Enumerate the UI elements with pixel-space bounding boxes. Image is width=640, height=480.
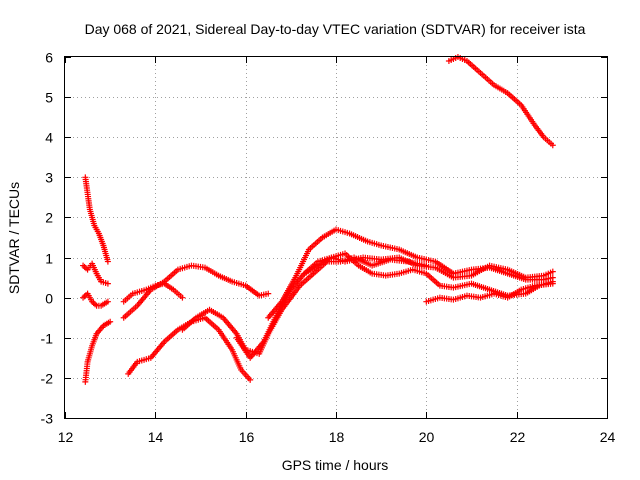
data-layer: [80, 54, 556, 385]
chart-title: Day 068 of 2021, Sidereal Day-to-day VTE…: [85, 21, 586, 37]
y-tick-label: 0: [45, 291, 53, 307]
data-point-marker: [247, 376, 254, 383]
data-point-marker: [549, 268, 556, 275]
data-point-marker: [104, 280, 111, 287]
y-tick-label: -2: [41, 371, 54, 387]
x-tick-label: 18: [329, 429, 345, 445]
y-tick-label: -3: [41, 411, 54, 427]
data-point-marker: [107, 318, 114, 325]
y-tick-label: 6: [45, 50, 53, 66]
plot-frame: [64, 56, 608, 419]
series-arc-9: [233, 254, 556, 361]
data-point-marker: [549, 142, 556, 149]
series-arc-1: [82, 174, 111, 265]
x-tick-label: 14: [148, 429, 164, 445]
data-point-marker: [104, 258, 111, 265]
data-point-marker: [179, 294, 186, 301]
y-tick-label: 2: [45, 210, 53, 226]
series-arc-6: [120, 262, 272, 321]
y-axis-label: SDTVAR / TECUs: [6, 182, 22, 294]
series-arc-4: [82, 318, 114, 385]
y-tick-label: -1: [41, 331, 54, 347]
data-point-marker: [549, 280, 556, 287]
data-point-marker: [265, 290, 272, 297]
y-tick-label: 4: [45, 130, 53, 146]
x-tick-label: 12: [58, 429, 74, 445]
data-point-marker: [104, 298, 111, 305]
y-tick-label: 1: [45, 251, 53, 267]
y-tick-label: 5: [45, 90, 53, 106]
x-tick-label: 24: [600, 429, 616, 445]
x-tick-label: 22: [510, 429, 526, 445]
grid-layer: [65, 57, 607, 418]
series-arc-3: [80, 290, 111, 309]
y-tick-label: 3: [45, 170, 53, 186]
series-arc-12: [423, 280, 556, 305]
series-arc-2: [80, 260, 111, 287]
series-arc-10: [265, 226, 556, 321]
x-tick-label: 20: [419, 429, 435, 445]
series-arc-13: [445, 54, 556, 149]
series-arc-5: [120, 280, 186, 305]
series-arc-8: [179, 254, 430, 357]
series-arc-7: [125, 314, 254, 383]
x-tick-label: 16: [239, 429, 255, 445]
x-axis-label: GPS time / hours: [282, 457, 389, 473]
